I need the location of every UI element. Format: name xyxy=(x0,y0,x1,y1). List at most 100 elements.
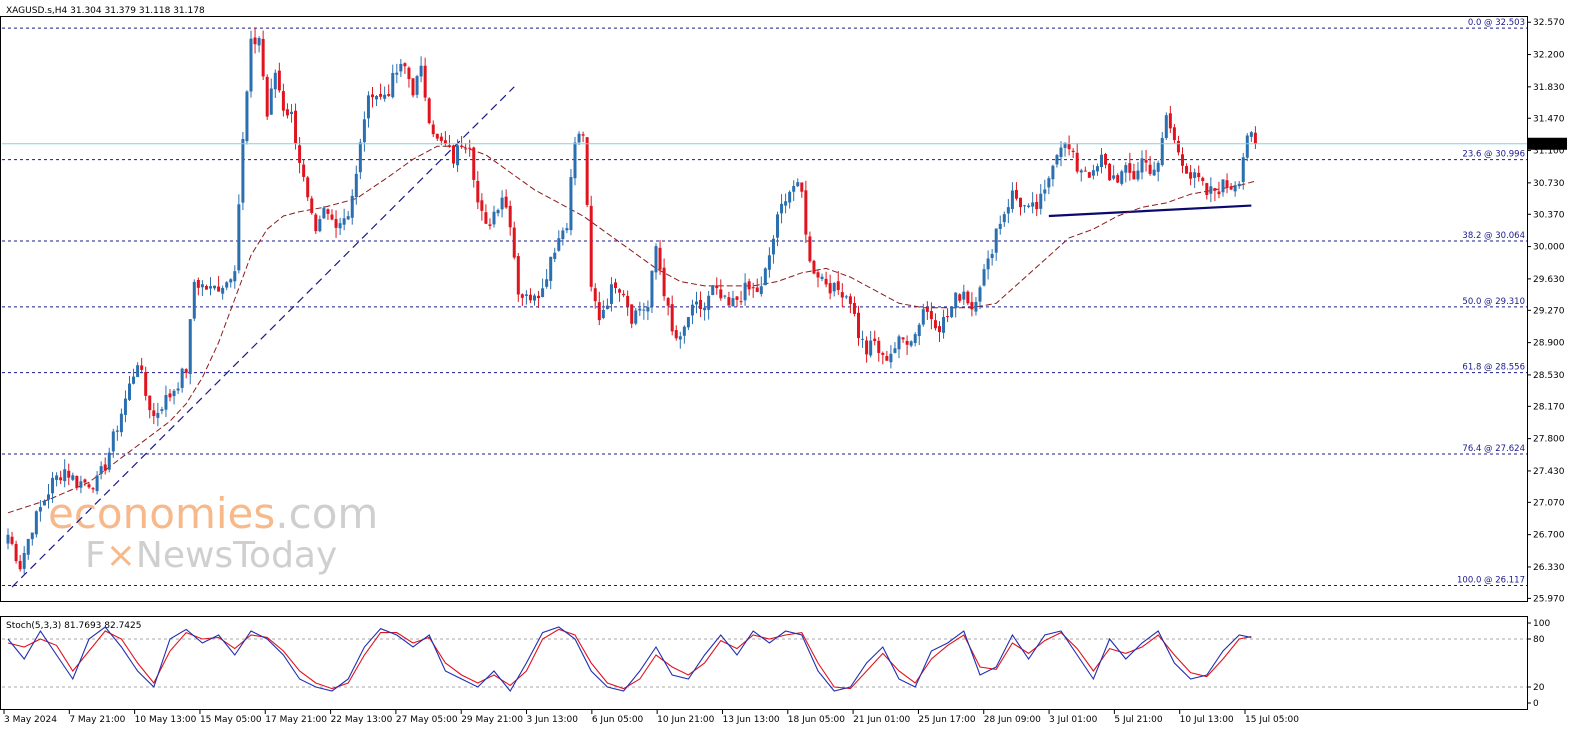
candle-body[interactable] xyxy=(1221,179,1225,193)
candle-body[interactable] xyxy=(553,252,557,259)
candle-body[interactable] xyxy=(1112,175,1116,179)
candle-body[interactable] xyxy=(476,180,480,203)
candle-body[interactable] xyxy=(852,302,856,314)
candle-body[interactable] xyxy=(306,177,310,198)
candle-body[interactable] xyxy=(1136,170,1140,180)
candle-body[interactable] xyxy=(1006,207,1010,214)
candle-body[interactable] xyxy=(1160,138,1164,166)
candle-body[interactable] xyxy=(897,336,901,350)
candle-body[interactable] xyxy=(1229,186,1233,190)
candle-body[interactable] xyxy=(184,369,188,373)
candle-body[interactable] xyxy=(520,294,524,298)
candle-body[interactable] xyxy=(824,278,828,285)
candle-body[interactable] xyxy=(1014,189,1018,199)
candle-body[interactable] xyxy=(180,368,184,388)
candle-body[interactable] xyxy=(1249,132,1253,137)
candle-body[interactable] xyxy=(192,281,196,319)
candle-body[interactable] xyxy=(204,286,208,290)
candle-body[interactable] xyxy=(889,353,893,363)
candle-body[interactable] xyxy=(399,63,403,72)
candle-body[interactable] xyxy=(403,63,407,67)
candle-body[interactable] xyxy=(946,316,950,318)
candle-body[interactable] xyxy=(549,256,553,281)
candle-body[interactable] xyxy=(703,307,707,311)
candle-body[interactable] xyxy=(804,190,808,235)
candle-body[interactable] xyxy=(379,93,383,97)
trend-line[interactable] xyxy=(11,86,515,588)
candle-body[interactable] xyxy=(747,281,751,290)
candle-body[interactable] xyxy=(1055,155,1059,165)
candle-body[interactable] xyxy=(261,38,265,77)
candle-body[interactable] xyxy=(111,431,115,452)
candle-body[interactable] xyxy=(1253,132,1257,144)
candle-body[interactable] xyxy=(423,65,427,98)
candle-body[interactable] xyxy=(123,398,127,415)
candles[interactable] xyxy=(6,27,1257,575)
candle-body[interactable] xyxy=(978,287,982,302)
candle-body[interactable] xyxy=(537,295,541,299)
candle-body[interactable] xyxy=(861,338,865,340)
candle-body[interactable] xyxy=(1168,113,1172,129)
candle-body[interactable] xyxy=(51,477,55,494)
candle-body[interactable] xyxy=(776,214,779,238)
candle-body[interactable] xyxy=(601,309,605,318)
candle-body[interactable] xyxy=(1124,165,1128,173)
candle-body[interactable] xyxy=(1019,197,1022,208)
candle-body[interactable] xyxy=(938,326,941,333)
candle-body[interactable] xyxy=(569,177,573,231)
candle-body[interactable] xyxy=(79,481,83,488)
candle-body[interactable] xyxy=(751,287,755,289)
candle-body[interactable] xyxy=(622,293,626,296)
candle-body[interactable] xyxy=(484,212,488,224)
candle-body[interactable] xyxy=(1156,162,1160,172)
candle-body[interactable] xyxy=(784,201,788,206)
candle-body[interactable] xyxy=(1245,135,1249,158)
candle-body[interactable] xyxy=(581,134,585,136)
candle-body[interactable] xyxy=(91,488,95,490)
candle-body[interactable] xyxy=(1241,157,1245,183)
candle-body[interactable] xyxy=(780,203,784,214)
candle-body[interactable] xyxy=(674,330,678,339)
candle-body[interactable] xyxy=(1189,172,1193,179)
candle-body[interactable] xyxy=(107,452,111,470)
candle-body[interactable] xyxy=(354,173,358,198)
candle-body[interactable] xyxy=(128,383,131,400)
candle-body[interactable] xyxy=(913,334,917,344)
candle-body[interactable] xyxy=(366,95,370,119)
candle-body[interactable] xyxy=(75,475,79,488)
candle-body[interactable] xyxy=(419,65,423,77)
candle-body[interactable] xyxy=(994,228,998,253)
candle-body[interactable] xyxy=(1144,160,1148,163)
candle-body[interactable] xyxy=(561,230,565,239)
candle-body[interactable] xyxy=(642,309,646,311)
trend-line[interactable] xyxy=(1048,204,1252,218)
candle-body[interactable] xyxy=(229,279,233,283)
candle-body[interactable] xyxy=(832,283,836,292)
candle-body[interactable] xyxy=(1185,166,1189,174)
candle-body[interactable] xyxy=(1152,169,1156,176)
candle-body[interactable] xyxy=(10,536,14,544)
candle-body[interactable] xyxy=(456,145,460,166)
candle-body[interactable] xyxy=(634,310,638,324)
candle-body[interactable] xyxy=(589,205,593,287)
candle-body[interactable] xyxy=(1201,177,1205,181)
candle-body[interactable] xyxy=(614,282,617,289)
candle-body[interactable] xyxy=(759,286,763,294)
candle-body[interactable] xyxy=(626,295,630,307)
candle-body[interactable] xyxy=(541,288,545,298)
candle-body[interactable] xyxy=(950,306,954,318)
candle-body[interactable] xyxy=(512,227,516,258)
candle-body[interactable] xyxy=(302,164,306,177)
candle-body[interactable] xyxy=(682,326,686,336)
candle-body[interactable] xyxy=(83,479,87,483)
candle-body[interactable] xyxy=(605,305,609,309)
candle-body[interactable] xyxy=(820,276,824,280)
candle-body[interactable] xyxy=(1181,154,1184,166)
candle-body[interactable] xyxy=(1051,165,1055,180)
candle-body[interactable] xyxy=(1059,147,1063,158)
candle-body[interactable] xyxy=(371,94,374,98)
candle-body[interactable] xyxy=(172,390,176,397)
candle-body[interactable] xyxy=(1091,170,1095,176)
candle-body[interactable] xyxy=(1209,186,1213,194)
candle-body[interactable] xyxy=(917,324,921,337)
